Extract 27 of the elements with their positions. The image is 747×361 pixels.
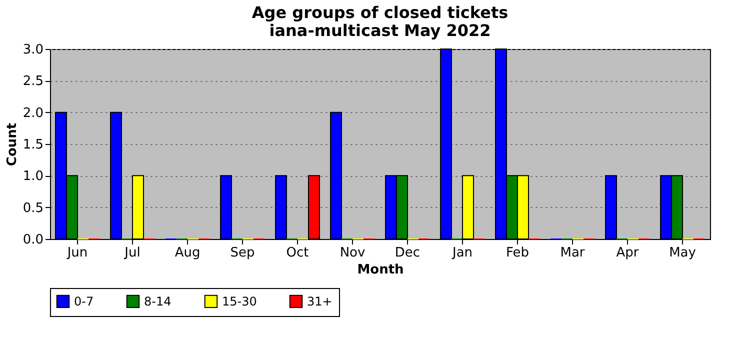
x-tick-label: Dec xyxy=(394,246,420,260)
legend-label: 8-14 xyxy=(144,294,172,308)
legend-label: 15-30 xyxy=(222,294,257,308)
x-tick-label: May xyxy=(669,246,696,260)
x-tick-label: Jun xyxy=(66,246,88,260)
y-axis-title: Count xyxy=(4,122,20,166)
x-tick-label: Oct xyxy=(286,246,309,260)
chart-title: Age groups of closed tickets xyxy=(252,3,508,22)
legend-label: 0-7 xyxy=(74,294,94,308)
y-tick-label: 3.0 xyxy=(22,42,44,58)
y-tick-label: 2.0 xyxy=(22,106,44,121)
y-tick-label: 1.5 xyxy=(22,138,44,152)
y-tick-label: 1.0 xyxy=(22,169,44,184)
x-tick-label: Aug xyxy=(174,246,200,260)
chart-subtitle: iana-multicast May 2022 xyxy=(269,21,491,40)
x-tick-label: Mar xyxy=(560,246,586,260)
y-tick-label: 0.0 xyxy=(22,232,44,248)
y-tick-label: 0.5 xyxy=(22,200,44,216)
x-tick-label: Jul xyxy=(124,246,140,260)
x-tick-label: Apr xyxy=(616,246,640,260)
x-tick-label: Sep xyxy=(230,246,255,260)
x-axis-title: Month xyxy=(357,262,404,278)
legend-label: 31+ xyxy=(307,294,332,308)
x-tick-label: Jan xyxy=(451,246,473,260)
y-tick-label: 2.5 xyxy=(22,74,44,90)
x-tick-label: Nov xyxy=(340,246,366,260)
x-tick-label: Feb xyxy=(506,246,530,260)
